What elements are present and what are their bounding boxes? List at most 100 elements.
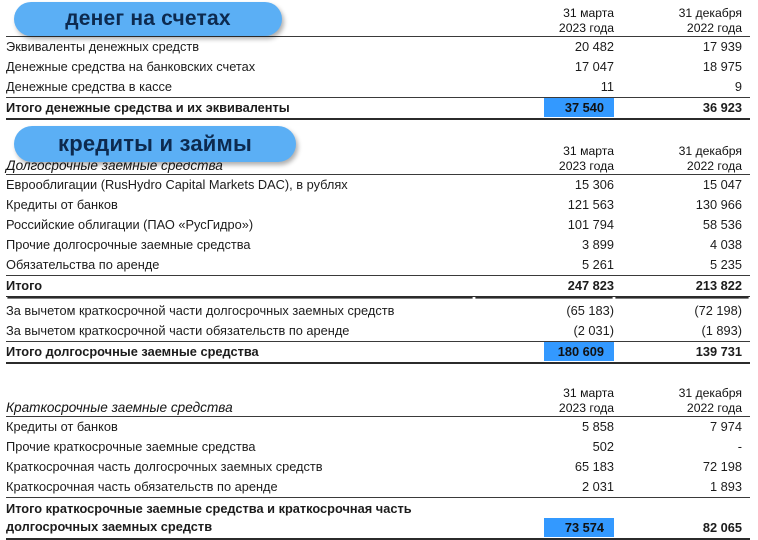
row-value-1: 65 183 <box>574 459 614 474</box>
long-term-column-header-1: 31 марта 2023 года <box>474 120 614 175</box>
row-label: Эквиваленты денежных средств <box>6 39 200 54</box>
total-label: Итого денежные средства и их эквиваленты <box>6 97 474 120</box>
row-label: Краткосрочная часть обязательств по арен… <box>6 477 474 498</box>
st-col2-line2: 2022 года <box>686 401 742 415</box>
row-value-1: (65 183) <box>566 303 614 318</box>
short-term-column-header-1: 31 марта 2023 года <box>474 374 614 417</box>
long-term-subtotal-row: Итого 247 823 213 822 <box>6 275 750 297</box>
long-term-column-header-2: 31 декабря 2022 года <box>614 120 750 175</box>
row-label: Денежные средства на банковских счетах <box>6 59 256 74</box>
section-badge-loans: кредиты и займы <box>14 126 296 162</box>
total-value-2: 36 923 <box>614 97 750 120</box>
row-value-2: 130 966 <box>695 197 742 212</box>
table-row: Денежные средства на банковских счетах 1… <box>6 57 750 77</box>
lt-col2-line2: 2022 года <box>686 159 742 173</box>
total-label: Итого краткосрочные заемные средства и к… <box>6 497 474 540</box>
cash-table: 31 марта 2023 года 31 декабря 2022 года … <box>6 0 750 120</box>
total-value-2: 82 065 <box>614 497 750 540</box>
row-value-1: 11 <box>474 77 614 98</box>
table-row: Кредиты от банков 5 858 7 974 <box>6 417 750 438</box>
lt-col2-line1: 31 декабря <box>678 144 742 158</box>
row-label: Краткосрочная часть долгосрочных заемных… <box>6 459 323 474</box>
row-value-1: 502 <box>592 439 614 454</box>
st-col1-line2: 2023 года <box>558 401 614 415</box>
long-term-total-row: Итого долгосрочные заемные средства 180 … <box>6 341 750 364</box>
table-row: Кредиты от банков 121 563 130 966 <box>6 195 750 215</box>
row-value-1: 17 047 <box>574 59 614 74</box>
table-row: За вычетом краткосрочной части обязатель… <box>6 321 750 342</box>
st-col2-line1: 31 декабря <box>678 386 742 400</box>
table-row: Краткосрочная часть долгосрочных заемных… <box>6 457 750 477</box>
row-label: Прочие краткосрочные заемные средства <box>6 439 256 454</box>
row-value-2: (72 198) <box>694 303 742 318</box>
lt-col1-line2: 2023 года <box>558 159 614 173</box>
row-label: Российские облигации (ПАО «РусГидро») <box>6 217 254 232</box>
table-row: Эквиваленты денежных средств 20 482 17 9… <box>6 37 750 58</box>
table-row: Денежные средства в кассе 11 9 <box>6 77 750 98</box>
row-value-1: 101 794 <box>567 217 614 232</box>
row-label: Обязательства по аренде <box>6 255 474 276</box>
cash-column-header-2: 31 декабря 2022 года <box>614 0 750 37</box>
row-label: За вычетом краткосрочной части обязатель… <box>6 321 474 342</box>
row-value-1: 5 858 <box>581 419 614 434</box>
table-row: Обязательства по аренде 5 261 5 235 <box>6 255 750 276</box>
cash-col1-line2: 2023 года <box>558 21 614 35</box>
short-term-loans-table: Краткосрочные заемные средства 31 марта … <box>6 374 750 540</box>
row-label: Прочие долгосрочные заемные средства <box>6 237 251 252</box>
table-row: Еврооблигации (RusHydro Capital Markets … <box>6 175 750 196</box>
row-value-2: 7 974 <box>709 419 742 434</box>
row-label: Денежные средства в кассе <box>6 77 474 98</box>
highlight-box: 37 540 <box>544 98 614 117</box>
total-value-2: 139 731 <box>614 341 750 364</box>
short-term-header-row: Краткосрочные заемные средства 31 марта … <box>6 374 750 417</box>
row-label: Еврооблигации (RusHydro Capital Markets … <box>6 177 348 192</box>
row-value-2: 58 536 <box>702 217 742 232</box>
row-value-1: 15 306 <box>574 177 614 192</box>
short-term-column-header-2: 31 декабря 2022 года <box>614 374 750 417</box>
highlight-box: 73 574 <box>544 518 614 537</box>
cash-col2-line1: 31 декабря <box>678 6 742 20</box>
subtotal-label: Итого <box>6 275 474 297</box>
row-value-1: 20 482 <box>574 39 614 54</box>
total-value-1-highlighted: 37 540 <box>474 97 614 120</box>
cash-column-header-1: 31 марта 2023 года <box>474 0 614 37</box>
lt-col1-line1: 31 марта <box>563 144 614 158</box>
st-col1-line1: 31 марта <box>563 386 614 400</box>
section-short-term-loans: Краткосрочные заемные средства 31 марта … <box>0 374 758 540</box>
short-term-total-row: Итого краткосрочные заемные средства и к… <box>6 497 750 540</box>
table-row: За вычетом краткосрочной части долгосроч… <box>6 297 750 322</box>
subtotal-value-2: 213 822 <box>614 275 750 297</box>
row-value-1: 121 563 <box>567 197 614 212</box>
row-value-1: 2 031 <box>474 477 614 498</box>
row-label: Кредиты от банков <box>6 197 118 212</box>
row-label: Кредиты от банков <box>6 419 118 434</box>
section-cash: 31 марта 2023 года 31 декабря 2022 года … <box>0 0 758 120</box>
row-value-2: 72 198 <box>702 459 742 474</box>
row-value-2: 17 939 <box>702 39 742 54</box>
row-value-2: 18 975 <box>702 59 742 74</box>
table-row: Краткосрочная часть обязательств по арен… <box>6 477 750 498</box>
total-value-1-highlighted: 73 574 <box>474 497 614 540</box>
row-value-2: 15 047 <box>702 177 742 192</box>
row-label: За вычетом краткосрочной части долгосроч… <box>6 303 395 318</box>
row-value-2: 9 <box>614 77 750 98</box>
row-value-2: 5 235 <box>614 255 750 276</box>
row-value-2: - <box>737 439 742 454</box>
row-value-1: 3 899 <box>581 237 614 252</box>
row-value-2: 1 893 <box>614 477 750 498</box>
section-badge-cash: денег на счетах <box>14 2 282 36</box>
table-row: Прочие краткосрочные заемные средства 50… <box>6 437 750 457</box>
highlight-box: 180 609 <box>544 342 614 361</box>
total-label: Итого долгосрочные заемные средства <box>6 341 474 364</box>
total-value-1-highlighted: 180 609 <box>474 341 614 364</box>
cash-col1-line1: 31 марта <box>563 6 614 20</box>
subtotal-value-1: 247 823 <box>474 275 614 297</box>
row-value-2: 4 038 <box>709 237 742 252</box>
row-value-1: (2 031) <box>474 321 614 342</box>
row-value-2: (1 893) <box>614 321 750 342</box>
table-row: Российские облигации (ПАО «РусГидро») 10… <box>6 215 750 235</box>
cash-total-row: Итого денежные средства и их эквиваленты… <box>6 97 750 120</box>
cash-col2-line2: 2022 года <box>686 21 742 35</box>
table-row: Прочие долгосрочные заемные средства 3 8… <box>6 235 750 255</box>
